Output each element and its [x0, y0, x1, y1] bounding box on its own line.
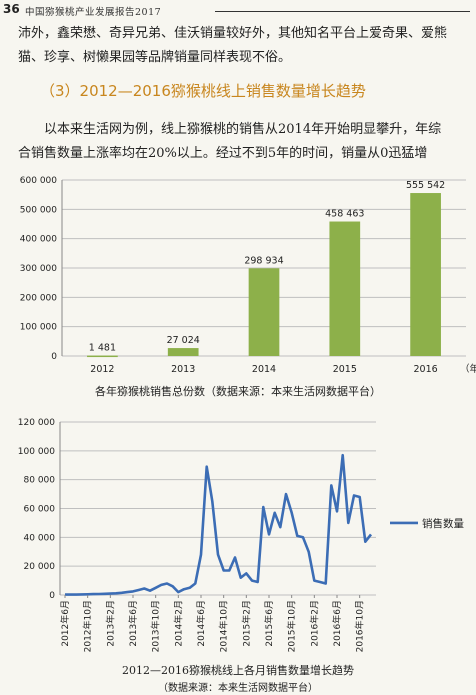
- x-tick-label: 2012年6月: [59, 600, 71, 647]
- y-tick-label: 300 000: [20, 264, 57, 274]
- x-tick-label: 2015年2月: [240, 600, 252, 647]
- x-tick-label: 2012年10月: [82, 600, 94, 652]
- y-tick-label: 120 000: [18, 418, 55, 428]
- y-tick-label: 500 000: [20, 205, 57, 215]
- bar-value-label: 27 024: [167, 335, 200, 346]
- x-tick-label: 2013: [171, 364, 195, 375]
- x-tick-label: 2014年2月: [172, 600, 184, 647]
- x-tick-label: 2015年10月: [286, 600, 298, 652]
- paragraph-1: 沛外，鑫荣懋、奇异兄弟、佳沃销量较好外，其他知名平台上爱奇果、爱熊 猫、珍享、树…: [18, 22, 447, 70]
- x-tick-label: 2013年6月: [127, 600, 139, 647]
- x-tick-label: 2016: [414, 364, 438, 375]
- bar: [329, 221, 361, 356]
- x-tick-label: 2016年2月: [308, 600, 320, 647]
- paragraph-2: 以本来生活网为例，线上猕猴桃的销售从2014年开始明显攀升，年综 合销售数量上涨…: [18, 118, 441, 166]
- y-tick-label: 400 000: [20, 235, 57, 245]
- paragraph-1-line-2: 猫、珍享、树懒果园等品牌销量同样表现不俗。: [18, 50, 292, 65]
- bar-chart-caption: 各年猕猴桃销售总份数（数据来源：本来生活网数据平台）: [95, 385, 381, 398]
- paragraph-2-line-2: 合销售数量上涨率均在20%以上。经过不到5年的时间，销量从0迅猛增: [18, 146, 428, 161]
- page-header: 36 中国猕猴桃产业发展报告2017: [0, 0, 476, 22]
- y-tick-label: 0: [49, 591, 55, 601]
- y-tick-label: 100 000: [18, 447, 55, 457]
- bar-value-label: 458 463: [325, 209, 364, 220]
- annual-sales-bar-chart: 0 100 000 200 000 300 000 400 000 500 000 600 …: [20, 176, 476, 375]
- line-chart-source: （数据来源：本来生活网数据平台）: [158, 683, 318, 694]
- bar-value-label: 1 481: [89, 343, 116, 354]
- running-title: 中国猕猴桃产业发展报告2017: [25, 7, 162, 18]
- y-tick-label: 200 000: [20, 293, 57, 303]
- y-tick-label: 100 000: [20, 323, 57, 333]
- y-tick-label: 20 000: [24, 562, 56, 572]
- x-tick-label: 2014年10月: [218, 600, 230, 652]
- bar: [87, 355, 118, 358]
- y-tick-label: 600 000: [20, 176, 57, 186]
- y-tick-label: 80 000: [24, 476, 56, 486]
- x-tick-label: 2013年10月: [150, 600, 162, 652]
- y-tick-label: 60 000: [24, 505, 56, 515]
- x-unit-label: （年）: [460, 363, 476, 375]
- bar-value-label: 555 542: [406, 180, 445, 191]
- paragraph-2-line-1: 以本来生活网为例，线上猕猴桃的销售从2014年开始明显攀升，年综: [44, 122, 442, 137]
- x-tick-label: 2016年10月: [354, 600, 366, 652]
- x-tick-label: 2014: [252, 364, 276, 375]
- line-chart-caption: 2012—2016猕猴桃线上各月销售数量增长趋势: [122, 664, 354, 677]
- x-tick-label: 2015年6月: [263, 600, 275, 647]
- page-number: 36: [3, 2, 20, 16]
- header-rule: [215, 11, 470, 12]
- x-tick-label: 2015: [333, 364, 357, 375]
- section-heading: （3）2012—2016猕猴桃线上销售数量增长趋势: [40, 82, 366, 100]
- bar-value-label: 298 934: [244, 255, 283, 266]
- x-tick-label: 2012: [90, 364, 114, 375]
- paragraph-1-line-1: 沛外，鑫荣懋、奇异兄弟、佳沃销量较好外，其他知名平台上爱奇果、爱熊: [18, 26, 448, 41]
- bar: [167, 348, 199, 356]
- series-line-sales: [65, 453, 373, 596]
- monthly-sales-line-chart: 0 20 000 40 000 60 000 80 000 100 000 120 000 2…: [18, 418, 465, 652]
- bar: [248, 268, 280, 356]
- y-tick-label: 40 000: [24, 533, 56, 543]
- y-tick-label: 0: [51, 352, 57, 362]
- x-tick-label: 2013年2月: [104, 600, 116, 647]
- x-tick-label: 2016年6月: [331, 600, 343, 647]
- legend-label: 销售数量: [422, 517, 464, 530]
- bar: [410, 193, 441, 356]
- x-tick-label: 2014年6月: [195, 600, 207, 647]
